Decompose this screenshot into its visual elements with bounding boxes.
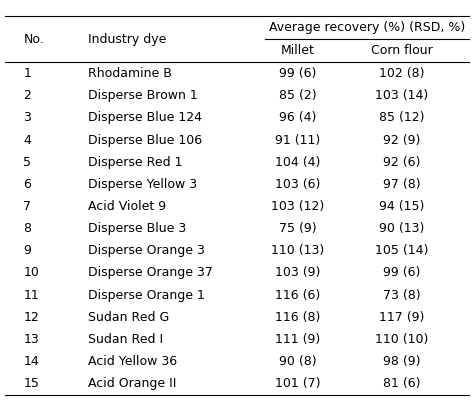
Text: 2: 2 — [23, 89, 31, 102]
Text: 85 (2): 85 (2) — [279, 89, 316, 102]
Text: Corn flour: Corn flour — [371, 44, 433, 58]
Text: 6: 6 — [23, 178, 31, 191]
Text: Acid Violet 9: Acid Violet 9 — [88, 200, 166, 213]
Text: 99 (6): 99 (6) — [383, 266, 420, 279]
Text: 97 (8): 97 (8) — [383, 178, 421, 191]
Text: 98 (9): 98 (9) — [383, 355, 420, 368]
Text: 4: 4 — [23, 134, 31, 147]
Text: 81 (6): 81 (6) — [383, 377, 420, 390]
Text: Disperse Red 1: Disperse Red 1 — [88, 156, 183, 168]
Text: 116 (6): 116 (6) — [275, 289, 320, 302]
Text: Millet: Millet — [281, 44, 314, 58]
Text: 103 (12): 103 (12) — [271, 200, 324, 213]
Text: Disperse Brown 1: Disperse Brown 1 — [88, 89, 198, 102]
Text: 103 (9): 103 (9) — [275, 266, 320, 279]
Text: 9: 9 — [23, 244, 31, 257]
Text: 102 (8): 102 (8) — [379, 67, 425, 80]
Text: Disperse Blue 106: Disperse Blue 106 — [88, 134, 202, 147]
Text: 5: 5 — [23, 156, 31, 168]
Text: 90 (13): 90 (13) — [379, 222, 425, 235]
Text: 116 (8): 116 (8) — [275, 311, 320, 324]
Text: No.: No. — [23, 33, 44, 46]
Text: 8: 8 — [23, 222, 31, 235]
Text: Disperse Blue 3: Disperse Blue 3 — [88, 222, 187, 235]
Text: 105 (14): 105 (14) — [375, 244, 428, 257]
Text: 12: 12 — [23, 311, 39, 324]
Text: 11: 11 — [23, 289, 39, 302]
Text: 110 (13): 110 (13) — [271, 244, 324, 257]
Text: 101 (7): 101 (7) — [274, 377, 320, 390]
Text: Rhodamine B: Rhodamine B — [88, 67, 172, 80]
Text: 110 (10): 110 (10) — [375, 333, 428, 346]
Text: 103 (14): 103 (14) — [375, 89, 428, 102]
Text: 90 (8): 90 (8) — [279, 355, 316, 368]
Text: Acid Orange II: Acid Orange II — [88, 377, 177, 390]
Text: Sudan Red G: Sudan Red G — [88, 311, 170, 324]
Text: 3: 3 — [23, 111, 31, 124]
Text: 99 (6): 99 (6) — [279, 67, 316, 80]
Text: 13: 13 — [23, 333, 39, 346]
Text: 104 (4): 104 (4) — [275, 156, 320, 168]
Text: 92 (9): 92 (9) — [383, 134, 420, 147]
Text: 111 (9): 111 (9) — [275, 333, 320, 346]
Text: Average recovery (%) (RSD, %): Average recovery (%) (RSD, %) — [269, 21, 465, 34]
Text: 10: 10 — [23, 266, 39, 279]
Text: Acid Yellow 36: Acid Yellow 36 — [88, 355, 177, 368]
Text: 91 (11): 91 (11) — [275, 134, 320, 147]
Text: 75 (9): 75 (9) — [279, 222, 316, 235]
Text: 15: 15 — [23, 377, 39, 390]
Text: 14: 14 — [23, 355, 39, 368]
Text: Industry dye: Industry dye — [88, 33, 167, 46]
Text: Disperse Orange 1: Disperse Orange 1 — [88, 289, 205, 302]
Text: 92 (6): 92 (6) — [383, 156, 420, 168]
Text: 96 (4): 96 (4) — [279, 111, 316, 124]
Text: 117 (9): 117 (9) — [379, 311, 425, 324]
Text: Disperse Orange 37: Disperse Orange 37 — [88, 266, 213, 279]
Text: Disperse Orange 3: Disperse Orange 3 — [88, 244, 205, 257]
Text: Disperse Blue 124: Disperse Blue 124 — [88, 111, 202, 124]
Text: 85 (12): 85 (12) — [379, 111, 425, 124]
Text: 1: 1 — [23, 67, 31, 80]
Text: 7: 7 — [23, 200, 31, 213]
Text: Sudan Red I: Sudan Red I — [88, 333, 164, 346]
Text: Disperse Yellow 3: Disperse Yellow 3 — [88, 178, 198, 191]
Text: 94 (15): 94 (15) — [379, 200, 425, 213]
Text: 103 (6): 103 (6) — [275, 178, 320, 191]
Text: 73 (8): 73 (8) — [383, 289, 421, 302]
